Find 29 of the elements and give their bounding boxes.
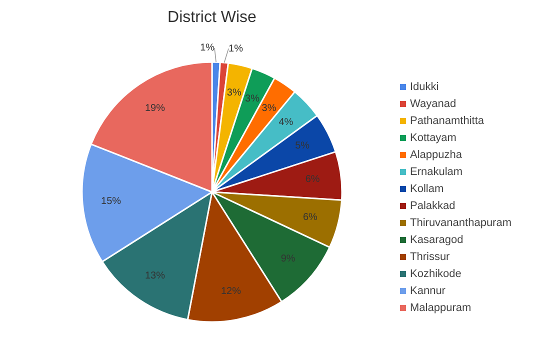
- legend-label: Ernakulam: [410, 166, 463, 178]
- data-label: 5%: [295, 140, 310, 152]
- data-label: 6%: [302, 212, 318, 223]
- data-label: 1%: [228, 43, 244, 54]
- data-label: 19%: [144, 102, 166, 114]
- data-label: 13%: [144, 270, 166, 282]
- legend-label: Kottayam: [410, 132, 456, 144]
- legend-label: Kasaragod: [410, 234, 464, 246]
- data-label: 6%: [305, 174, 320, 185]
- data-label: 12%: [220, 286, 242, 298]
- legend-label: Kannur: [410, 284, 446, 297]
- legend-label: Thiruvananthapuram: [410, 216, 512, 229]
- data-label: 3%: [245, 94, 260, 105]
- data-label: 1%: [200, 42, 215, 54]
- data-label: 4%: [278, 117, 294, 128]
- legend-label: Alappuzha: [410, 148, 463, 161]
- data-label: 3%: [262, 102, 276, 114]
- legend-label: Palakkad: [410, 200, 456, 212]
- data-label: 3%: [226, 88, 242, 99]
- chart-title: District Wise: [168, 9, 257, 26]
- data-label: 15%: [101, 196, 122, 208]
- legend-label: Kollam: [410, 182, 444, 195]
- legend-label: Wayanad: [410, 98, 456, 110]
- legend-label: Thrissur: [410, 250, 450, 263]
- legend-label: Malappuram: [410, 302, 472, 314]
- legend-label: Kozhikode: [410, 268, 462, 280]
- data-label: 9%: [280, 254, 296, 265]
- legend-label: Pathanamthitta: [410, 114, 485, 127]
- legend-label: Idukki: [410, 80, 439, 93]
